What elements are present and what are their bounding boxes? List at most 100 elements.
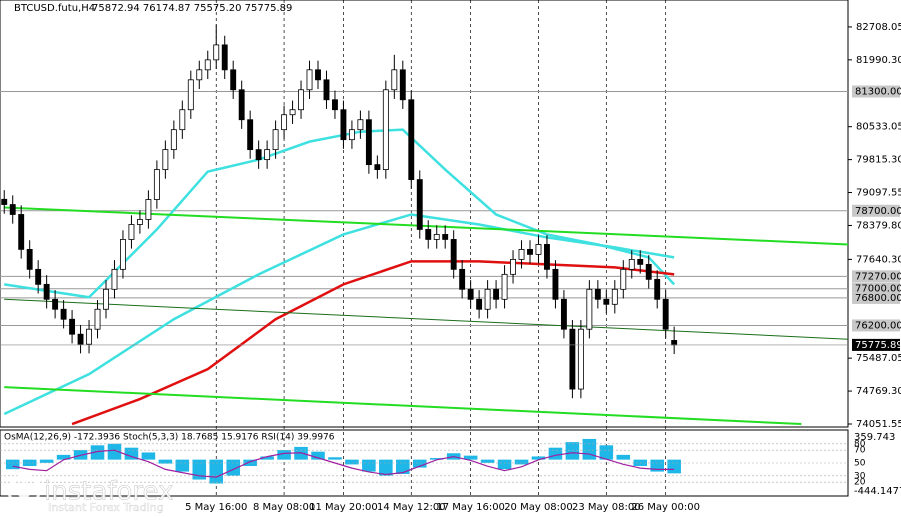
y-tick-label: 82708.05 <box>856 22 901 33</box>
moving-average <box>4 206 849 246</box>
watermark-sub: Instant Forex Trading <box>48 501 164 514</box>
osma-bar <box>582 438 597 460</box>
candle-body <box>654 278 661 300</box>
osma-bar <box>548 447 563 460</box>
candle-body <box>442 234 449 240</box>
candle-body <box>391 69 398 91</box>
candle-body <box>238 89 245 121</box>
candle-body <box>620 268 627 290</box>
osma-bar <box>158 459 173 464</box>
osma-tick-label: 359.743 <box>854 432 895 443</box>
osma-bar <box>5 459 20 470</box>
level-label: 81300.00 <box>855 87 901 98</box>
candle-body <box>662 298 669 330</box>
candle-body <box>535 244 542 255</box>
candle-body <box>69 318 76 335</box>
osma-bar <box>328 457 342 460</box>
candle-body <box>450 239 457 270</box>
x-tick-label: 14 May 12:00 <box>377 502 446 513</box>
osma-bar <box>243 459 257 467</box>
level-box <box>852 204 900 217</box>
level-label: 78700.00 <box>855 206 901 217</box>
osma-bar <box>107 443 122 460</box>
candle-body <box>145 199 152 220</box>
watermark-text: instaforex <box>44 477 173 507</box>
y-tick-label: 79815.30 <box>856 155 901 166</box>
candle-body <box>518 248 525 260</box>
candle-body <box>544 244 550 270</box>
candle-body <box>52 298 59 310</box>
candle-body <box>153 169 160 200</box>
y-tick-label: 79097.55 <box>856 188 901 199</box>
candle-body <box>425 229 432 240</box>
candle-body <box>306 69 313 91</box>
candle-body <box>35 268 42 285</box>
candle-body <box>9 204 16 215</box>
candle-body <box>281 114 288 131</box>
candle-body <box>18 214 25 250</box>
candle-body <box>408 99 415 180</box>
rsi-tick-label: 30 <box>854 471 866 481</box>
price-box <box>852 338 900 351</box>
level-box <box>852 85 900 98</box>
candle-body <box>77 333 84 345</box>
osma-bar <box>311 451 325 460</box>
candle-body <box>128 224 135 240</box>
x-tick-label: 20 May 08:00 <box>504 502 573 513</box>
candle-body <box>560 298 567 330</box>
candle-body <box>332 99 338 111</box>
y-tick-label: 78379.80 <box>856 220 901 231</box>
osma-bar <box>667 459 681 474</box>
osma-bar <box>56 454 71 460</box>
candle-body <box>628 258 635 270</box>
candle-body <box>255 149 262 161</box>
candle-body <box>60 308 67 320</box>
osma-bar <box>396 459 410 474</box>
osma-bar <box>650 459 664 472</box>
logo <box>7 474 41 508</box>
watermark: instaforex Instant Forex Trading <box>7 474 174 514</box>
candle-body <box>247 119 254 151</box>
candle-body <box>340 109 347 141</box>
candle-body <box>230 69 237 91</box>
osma-tick-label: -444.1477 <box>854 486 901 497</box>
candle-body <box>213 44 220 61</box>
level-box <box>852 291 900 304</box>
candle-body <box>467 288 474 300</box>
osma-bar <box>497 459 512 470</box>
candle-body <box>476 298 483 310</box>
osma-bar <box>277 450 291 460</box>
candle-body <box>527 248 533 255</box>
candle-body <box>187 79 194 111</box>
candle-body <box>204 59 211 71</box>
candle-body <box>586 288 593 330</box>
x-tick-label: 11 May 20:00 <box>309 502 378 513</box>
osma-bar <box>175 459 190 472</box>
candle-body <box>43 283 50 300</box>
level-label: 76800.00 <box>855 293 901 304</box>
candle-body <box>162 149 169 170</box>
x-tick-label: 26 May 00:00 <box>631 502 700 513</box>
osma-bar <box>209 459 224 484</box>
candle-body <box>86 328 92 345</box>
level-box <box>852 319 900 332</box>
candle-body <box>103 288 109 310</box>
candle-body <box>459 268 466 290</box>
candle-body <box>170 129 177 151</box>
candle-body <box>196 69 203 81</box>
rsi-tick-label: 20 <box>854 478 866 488</box>
candle-body <box>26 248 33 270</box>
candle-body <box>552 268 559 300</box>
osma-bar <box>565 442 580 460</box>
candle-body <box>221 44 228 71</box>
x-tick-label: 5 May 16:00 <box>185 502 247 513</box>
candle-body <box>365 119 372 166</box>
candle-body <box>272 129 279 151</box>
osma-bar <box>412 459 427 468</box>
level-label: 77000.00 <box>855 284 901 295</box>
x-tick-label: 8 May 08:00 <box>253 502 315 513</box>
y-tick-label: 74051.55 <box>856 419 901 430</box>
logo <box>14 481 34 501</box>
